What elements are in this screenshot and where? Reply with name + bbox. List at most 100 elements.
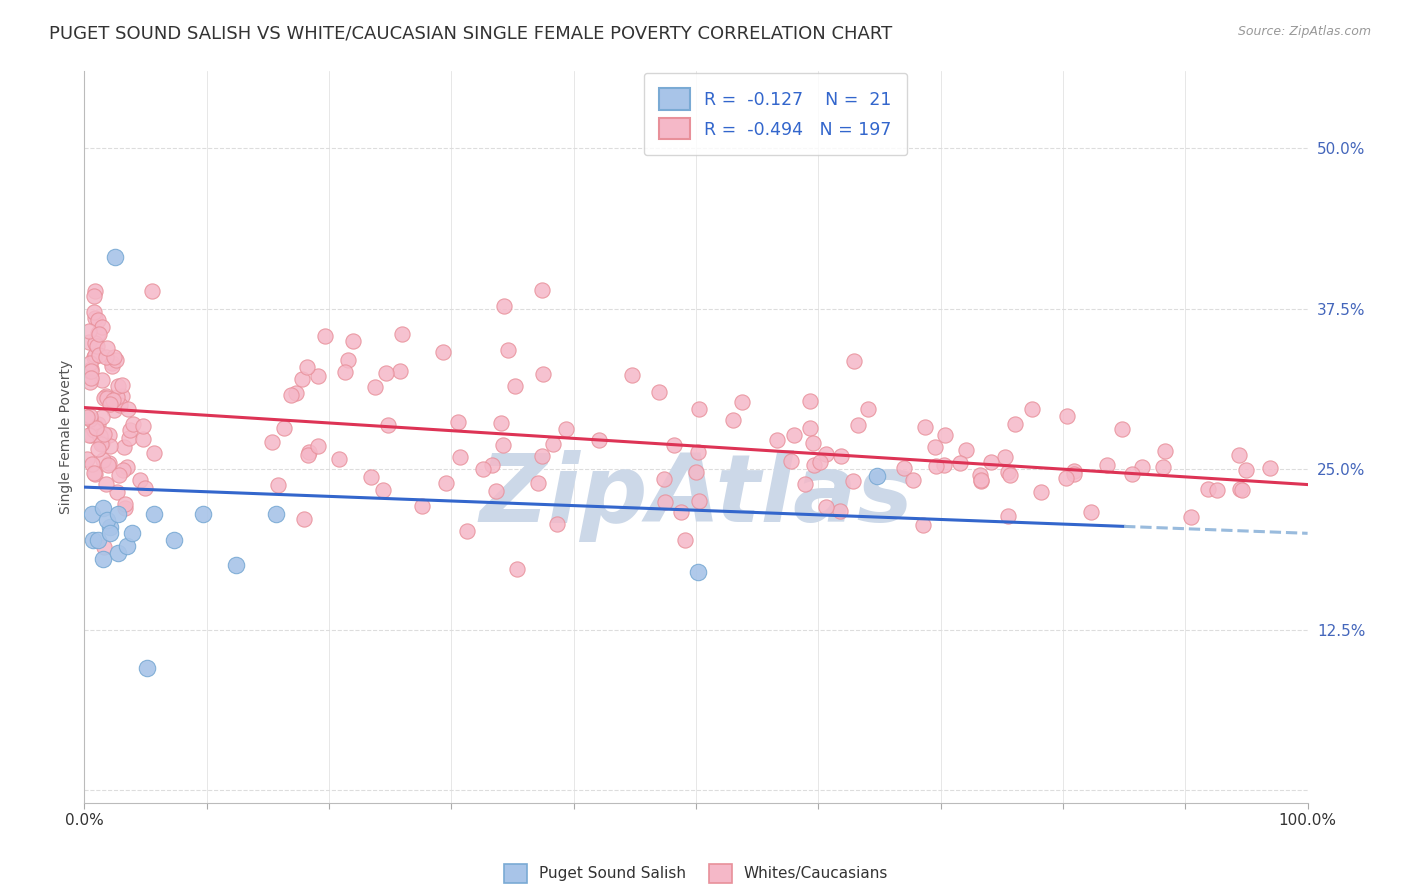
Point xyxy=(481,458,503,473)
Point xyxy=(893,460,915,475)
Point xyxy=(903,474,925,488)
Point xyxy=(79,428,101,442)
Point xyxy=(98,428,121,442)
Point xyxy=(83,350,105,364)
Point xyxy=(117,402,139,417)
Point xyxy=(375,366,398,380)
Point xyxy=(107,545,129,559)
Point xyxy=(87,313,110,327)
Point xyxy=(142,445,165,459)
Point xyxy=(94,477,117,491)
Point xyxy=(411,499,433,513)
Point xyxy=(132,418,155,433)
Point xyxy=(588,433,610,447)
Point xyxy=(371,483,394,497)
Point xyxy=(295,359,318,374)
Point xyxy=(307,439,329,453)
Point xyxy=(731,395,754,409)
Point xyxy=(105,485,128,500)
Point xyxy=(84,421,107,435)
Point xyxy=(89,348,111,362)
Point xyxy=(83,305,105,319)
Point xyxy=(141,285,163,299)
Point xyxy=(1021,402,1043,417)
Point xyxy=(103,393,125,408)
Point xyxy=(273,421,295,435)
Point xyxy=(766,434,789,448)
Point xyxy=(284,386,307,401)
Point xyxy=(1154,443,1177,458)
Text: Source: ZipAtlas.com: Source: ZipAtlas.com xyxy=(1237,25,1371,38)
Point xyxy=(104,251,127,265)
Point xyxy=(79,356,101,370)
Point xyxy=(280,388,302,402)
Point xyxy=(96,391,118,405)
Point xyxy=(494,299,516,313)
Point xyxy=(82,533,104,547)
Point xyxy=(83,423,105,437)
Point xyxy=(79,427,101,442)
Point xyxy=(79,364,101,378)
Point xyxy=(111,378,134,392)
Point xyxy=(688,494,710,508)
Point xyxy=(111,462,134,476)
Point xyxy=(911,518,934,533)
Point xyxy=(83,467,105,481)
Point xyxy=(1054,471,1077,485)
Point xyxy=(136,661,159,675)
Point xyxy=(1063,467,1085,482)
Point xyxy=(1121,467,1143,481)
Point xyxy=(1227,448,1250,462)
Point xyxy=(980,455,1002,469)
Point xyxy=(132,432,155,446)
Point xyxy=(80,371,103,385)
Point xyxy=(1236,463,1258,477)
Point xyxy=(79,334,101,349)
Point xyxy=(76,409,98,424)
Point xyxy=(364,380,387,394)
Point xyxy=(848,418,870,433)
Point xyxy=(652,472,675,486)
Point xyxy=(262,434,284,449)
Point xyxy=(997,508,1019,523)
Point xyxy=(803,458,825,473)
Point xyxy=(84,347,107,361)
Point xyxy=(87,417,110,431)
Point xyxy=(307,368,329,383)
Point xyxy=(266,507,288,521)
Point xyxy=(91,552,114,566)
Point xyxy=(934,428,956,442)
Point xyxy=(93,391,115,405)
Point xyxy=(793,477,815,491)
Point xyxy=(96,389,118,403)
Legend: Puget Sound Salish, Whites/Caucasians: Puget Sound Salish, Whites/Caucasians xyxy=(498,858,894,888)
Point xyxy=(808,455,831,469)
Point xyxy=(90,373,112,387)
Point xyxy=(783,428,806,442)
Point xyxy=(1029,485,1052,500)
Point xyxy=(333,365,356,379)
Point xyxy=(970,473,993,487)
Point xyxy=(128,473,150,487)
Point xyxy=(98,526,121,541)
Point xyxy=(799,420,821,434)
Point xyxy=(266,478,288,492)
Point xyxy=(96,350,118,364)
Point xyxy=(434,475,457,490)
Point xyxy=(828,504,851,518)
Point xyxy=(856,402,879,417)
Point xyxy=(96,341,118,355)
Point xyxy=(866,468,889,483)
Point xyxy=(225,558,247,573)
Point xyxy=(491,417,513,431)
Point xyxy=(163,533,186,547)
Point xyxy=(997,465,1019,479)
Point xyxy=(112,440,135,454)
Point xyxy=(108,467,131,482)
Point xyxy=(1180,510,1202,524)
Point xyxy=(1258,460,1281,475)
Point xyxy=(83,289,105,303)
Point xyxy=(830,450,852,464)
Point xyxy=(648,385,671,400)
Point xyxy=(932,458,955,472)
